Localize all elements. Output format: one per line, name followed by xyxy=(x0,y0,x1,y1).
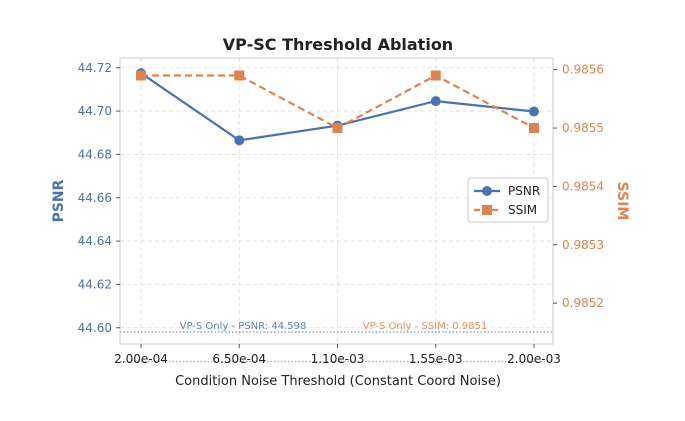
left-tick-label: 44.60 xyxy=(78,321,112,335)
right-tick-label: 0.9853 xyxy=(562,238,604,252)
data-point-ssim xyxy=(332,123,343,134)
left-axis-label: PSNR xyxy=(51,179,67,222)
x-axis-label: Condition Noise Threshold (Constant Coor… xyxy=(175,374,501,389)
data-point-ssim xyxy=(529,123,539,134)
left-tick-label: 44.72 xyxy=(78,61,112,75)
x-tick-label: 2.00e-03 xyxy=(507,352,561,366)
left-tick-label: 44.68 xyxy=(78,147,112,161)
left-axis-ticks: 44.60 44.62 44.64 44.66 44.68 44.70 44.72 xyxy=(78,61,120,335)
reference-lines: VP-S Only - PSNR: 44.598 VP-S Only - SSIM… xyxy=(120,321,553,363)
right-tick-label: 0.9856 xyxy=(562,63,604,77)
left-tick-label: 44.64 xyxy=(78,234,112,248)
chart-title: VP-SC Threshold Ablation xyxy=(223,35,453,54)
data-point-ssim xyxy=(430,70,441,81)
data-point-ssim xyxy=(136,70,146,81)
reference-line-label: VP-S Only - SSIM: 0.9851 xyxy=(363,321,487,332)
legend: PSNR SSIM xyxy=(467,177,549,223)
left-tick-label: 44.70 xyxy=(78,104,112,118)
reference-line-label: VP-S Only - PSNR: 44.598 xyxy=(180,321,307,332)
right-axis-ticks: 0.9852 0.9853 0.9854 0.9855 0.9856 xyxy=(553,63,604,310)
legend-marker-psnr xyxy=(482,186,492,196)
x-tick-label: 1.55e-03 xyxy=(409,352,463,366)
right-axis-label: SSIM xyxy=(614,182,630,221)
left-tick-label: 44.66 xyxy=(78,191,112,205)
left-tick-label: 44.62 xyxy=(78,277,112,291)
data-point-psnr xyxy=(430,96,441,107)
right-tick-label: 0.9855 xyxy=(562,121,604,135)
x-axis-ticks: 2.00e-04 6.50e-04 1.10e-03 1.55e-03 2.00e-03 xyxy=(114,344,561,366)
right-tick-label: 0.9852 xyxy=(562,296,604,310)
right-tick-label: 0.9854 xyxy=(562,179,604,193)
data-point-psnr xyxy=(234,135,245,146)
legend-label-psnr: PSNR xyxy=(508,184,540,198)
x-tick-label: 2.00e-04 xyxy=(114,352,168,366)
grid xyxy=(120,58,553,344)
data-point-ssim xyxy=(234,70,245,81)
legend-marker-ssim xyxy=(482,205,492,215)
data-point-psnr xyxy=(529,106,539,117)
x-tick-label: 6.50e-04 xyxy=(212,352,266,366)
x-tick-label: 1.10e-03 xyxy=(311,352,365,366)
legend-label-ssim: SSIM xyxy=(508,203,537,217)
plot-frame xyxy=(119,57,554,345)
series xyxy=(136,68,539,146)
